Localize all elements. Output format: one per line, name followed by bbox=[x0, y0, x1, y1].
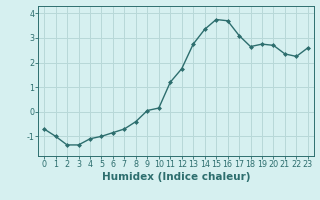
X-axis label: Humidex (Indice chaleur): Humidex (Indice chaleur) bbox=[102, 172, 250, 182]
